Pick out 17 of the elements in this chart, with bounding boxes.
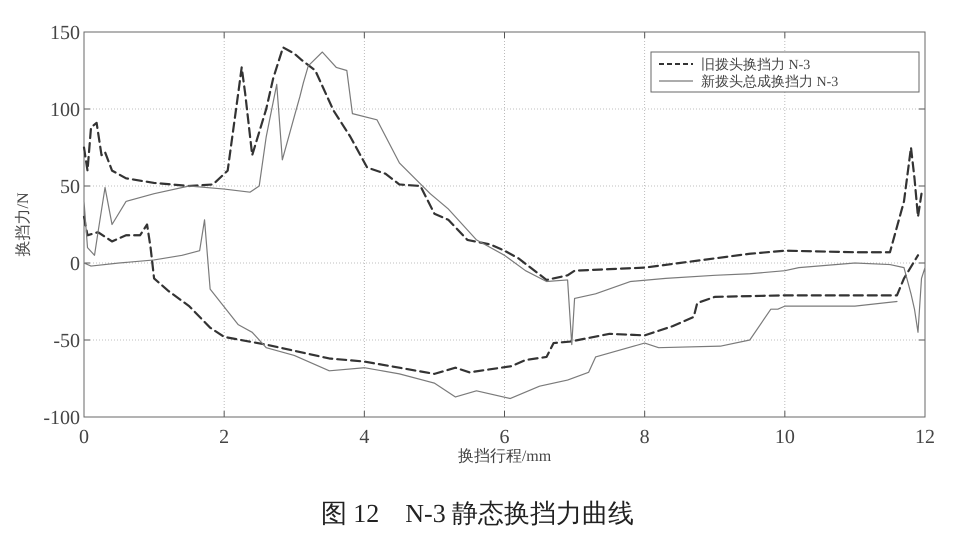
x-tick-label: 12 bbox=[915, 426, 935, 448]
x-tick-label: 6 bbox=[500, 426, 510, 448]
y-tick-label: 50 bbox=[60, 176, 80, 198]
x-tick-label: 2 bbox=[219, 426, 230, 448]
y-tick-label: 100 bbox=[50, 99, 80, 121]
y-tick-label: -100 bbox=[43, 407, 80, 429]
y-tick-label: 150 bbox=[50, 22, 80, 44]
x-axis-title: 换挡行程/mm bbox=[458, 447, 552, 465]
x-tick-label: 10 bbox=[774, 426, 795, 448]
x-tick-label: 4 bbox=[359, 426, 370, 448]
y-tick-label: 0 bbox=[70, 253, 80, 275]
y-tick-label: -50 bbox=[53, 330, 80, 352]
legend-label: 新拨头总成换挡力 N-3 bbox=[701, 74, 838, 90]
y-axis-title: 换挡力/N bbox=[14, 192, 32, 256]
x-tick-label: 8 bbox=[640, 426, 650, 448]
text: 图 12 N-3 静态换挡力曲线 bbox=[320, 499, 634, 528]
legend-label: 旧拨头换挡力 N-3 bbox=[701, 57, 810, 73]
